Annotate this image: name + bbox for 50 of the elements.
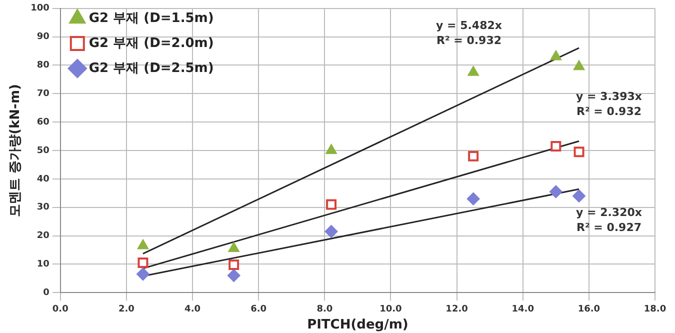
point bbox=[326, 199, 337, 210]
x-tick-label: 8.0 bbox=[316, 304, 333, 314]
y-tick-label: 20 bbox=[36, 231, 50, 242]
point bbox=[324, 224, 338, 238]
x-tick-label: 16.0 bbox=[578, 304, 600, 314]
point bbox=[326, 144, 337, 154]
point bbox=[137, 239, 149, 250]
annotation: R² = 0.932 bbox=[436, 34, 502, 47]
y-tick-label: 70 bbox=[36, 89, 50, 100]
point bbox=[468, 66, 480, 76]
annotation: R² = 0.932 bbox=[576, 104, 642, 118]
point bbox=[227, 269, 240, 282]
point bbox=[550, 140, 562, 152]
point bbox=[138, 258, 148, 268]
legend-label: G2 부재 (D=2.5m) bbox=[88, 60, 214, 76]
legend-label: G2 부재 (D=2.0m) bbox=[88, 36, 214, 51]
y-tick-label: 90 bbox=[36, 32, 50, 42]
x-tick-label: 4.0 bbox=[184, 304, 200, 314]
point bbox=[572, 189, 586, 202]
y-tick-label: 40 bbox=[36, 174, 50, 184]
annotation: y = 5.482x bbox=[436, 18, 502, 32]
x-tick-label: 0.0 bbox=[52, 304, 68, 314]
legend-label: G2 부재 (D=1.5m) bbox=[88, 10, 214, 26]
point bbox=[550, 50, 562, 60]
x-tick-label: 12.0 bbox=[446, 304, 468, 314]
point bbox=[228, 260, 240, 270]
point bbox=[573, 60, 585, 70]
annotation: R² = 0.927 bbox=[576, 221, 642, 234]
x-tick-label: 6.0 bbox=[250, 304, 267, 314]
point bbox=[136, 268, 150, 281]
y-tick-label: 100 bbox=[30, 4, 50, 14]
y-tick-label: 50 bbox=[36, 146, 50, 156]
y-tick-label: 80 bbox=[36, 60, 50, 71]
y-axis-title: 모멘트 증가량(kN-m) bbox=[8, 84, 24, 217]
point bbox=[574, 146, 584, 158]
x-tick-label: 18.0 bbox=[644, 304, 666, 314]
x-axis-title: PITCH(deg/m) bbox=[307, 318, 408, 333]
point bbox=[549, 185, 562, 198]
annotation: y = 3.393x bbox=[576, 90, 642, 103]
point bbox=[466, 192, 480, 206]
x-tick-label: 10.0 bbox=[380, 304, 402, 314]
y-tick-label: 0 bbox=[43, 288, 50, 298]
y-tick-label: 10 bbox=[36, 260, 50, 270]
x-tick-label: 14.0 bbox=[512, 304, 534, 314]
point bbox=[228, 242, 240, 252]
point bbox=[468, 150, 479, 162]
y-tick-label: 60 bbox=[36, 117, 50, 128]
annotation: y = 2.320x bbox=[576, 206, 642, 220]
x-tick-label: 2.0 bbox=[118, 304, 134, 314]
y-tick-label: 30 bbox=[36, 202, 50, 213]
